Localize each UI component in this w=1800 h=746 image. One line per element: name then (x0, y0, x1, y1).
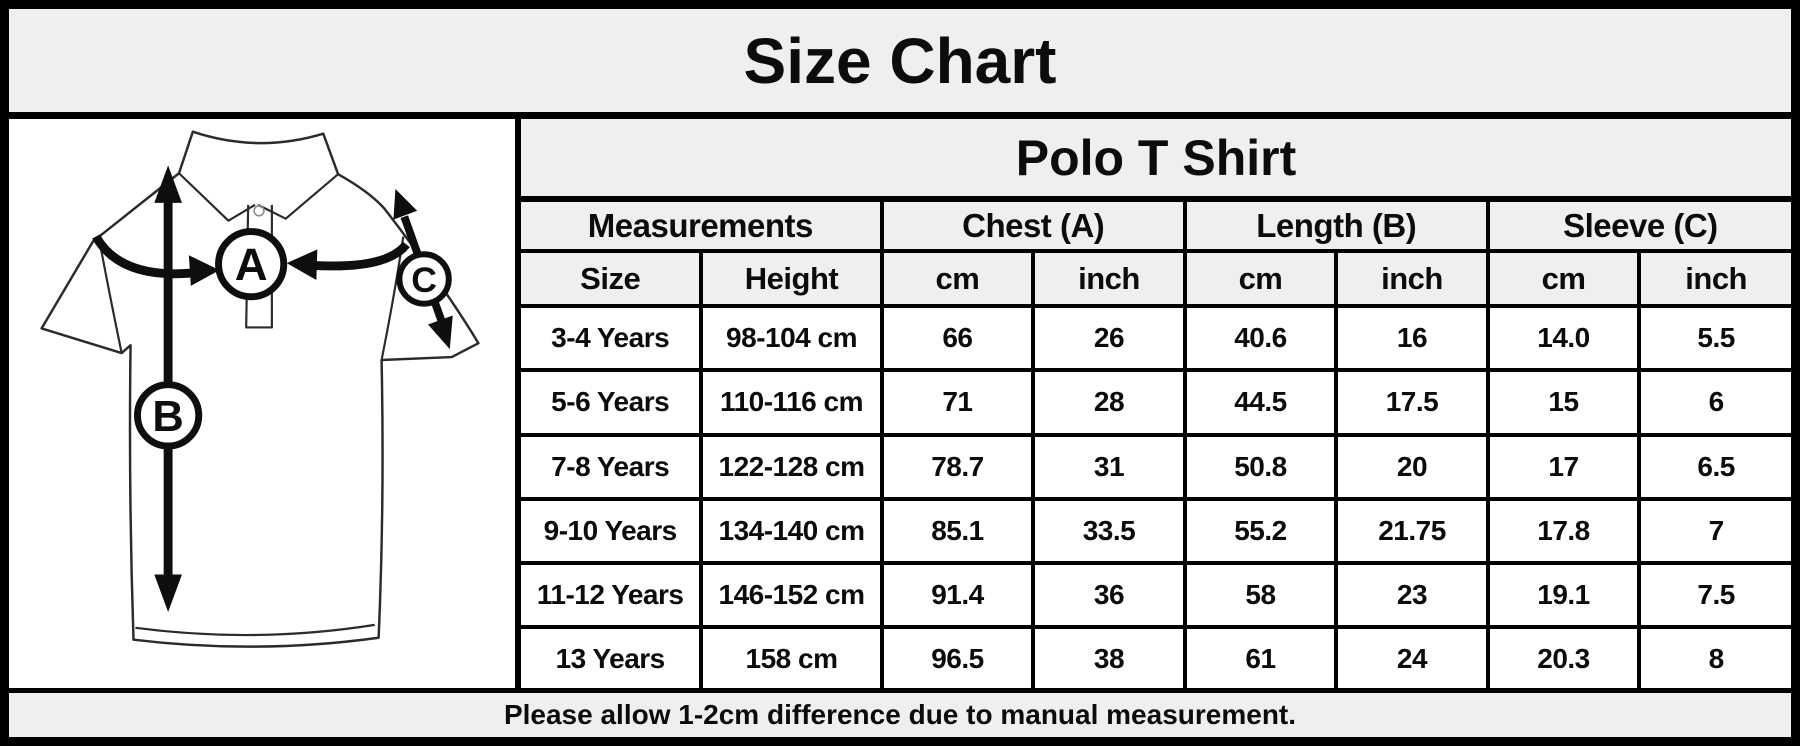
chest-arrowheads (188, 249, 318, 286)
cell-sleeve-inch: 7 (1637, 496, 1791, 566)
cell-sleeve-inch: 6 (1637, 368, 1791, 437)
header-sleeve-cm: cm (1485, 249, 1642, 308)
header-length: Length (B) (1182, 197, 1490, 253)
polo-shirt-illustration: A B C (9, 119, 521, 688)
sub-header-row: Size Height cm inch cm inch cm inch (521, 249, 1791, 308)
cell-size: 9-10 Years (521, 496, 704, 566)
cell-chest-inch: 36 (1031, 560, 1187, 630)
cell-length-inch: 24 (1334, 625, 1490, 688)
cell-chest-cm: 78.7 (879, 432, 1036, 501)
content: A B C Polo T Shirt (9, 119, 1791, 688)
cell-height: 110-116 cm (699, 368, 884, 437)
cell-chest-cm: 96.5 (879, 625, 1036, 688)
cell-chest-cm: 85.1 (879, 496, 1036, 566)
cell-size: 13 Years (521, 625, 704, 688)
table-row: 9-10 Years 134-140 cm 85.1 33.5 55.2 21.… (521, 496, 1791, 566)
cell-chest-cm: 71 (879, 368, 1036, 437)
footer-band: Please allow 1-2cm difference due to man… (9, 688, 1791, 737)
header-chest: Chest (A) (879, 197, 1187, 253)
cell-size: 7-8 Years (521, 432, 704, 501)
cell-sleeve-inch: 6.5 (1637, 432, 1791, 501)
cell-size: 3-4 Years (521, 303, 704, 373)
cell-length-cm: 58 (1182, 560, 1339, 630)
cell-length-inch: 16 (1334, 303, 1490, 373)
cell-sleeve-cm: 14.0 (1485, 303, 1642, 373)
header-size: Size (521, 249, 704, 308)
cell-size: 5-6 Years (521, 368, 704, 437)
size-table-area: Polo T Shirt Measurements Chest (A) Leng… (521, 119, 1791, 688)
polo-shirt-diagram: A B C (40, 130, 480, 648)
footer-note: Please allow 1-2cm difference due to man… (503, 699, 1297, 730)
cell-chest-inch: 33.5 (1031, 496, 1187, 566)
size-table: Polo T Shirt Measurements Chest (A) Leng… (521, 119, 1791, 688)
sleeve-label: C (411, 260, 437, 300)
table-row: 13 Years 158 cm 96.5 38 61 24 20.3 8 (521, 625, 1791, 688)
table-row: 11-12 Years 146-152 cm 91.4 36 58 23 19.… (521, 560, 1791, 630)
cell-length-cm: 50.8 (1182, 432, 1339, 501)
page-title: Size Chart (743, 24, 1057, 97)
length-label-circle (134, 381, 203, 450)
header-sleeve: Sleeve (C) (1485, 197, 1791, 253)
chest-arrow (92, 234, 410, 279)
measure-letters: A B C (152, 239, 437, 441)
cell-chest-inch: 28 (1031, 368, 1187, 437)
header-measurements: Measurements (521, 197, 884, 253)
cell-chest-inch: 31 (1031, 432, 1187, 501)
cell-size: 11-12 Years (521, 560, 704, 630)
cell-sleeve-cm: 17 (1485, 432, 1642, 501)
product-title: Polo T Shirt (521, 119, 1791, 202)
measure-label-circles (134, 228, 452, 450)
header-height: Height (699, 249, 884, 308)
cell-height: 134-140 cm (699, 496, 884, 566)
cell-sleeve-inch: 5.5 (1637, 303, 1791, 373)
sleeve-label-circle (396, 251, 452, 307)
cell-sleeve-inch: 8 (1637, 625, 1791, 688)
cell-chest-inch: 26 (1031, 303, 1187, 373)
table-row: 3-4 Years 98-104 cm 66 26 40.6 16 14.0 5… (521, 303, 1791, 373)
title-band: Size Chart (9, 9, 1791, 119)
header-chest-inch: inch (1031, 249, 1187, 308)
chest-label-circle (215, 228, 288, 301)
cell-length-inch: 23 (1334, 560, 1490, 630)
product-header-row: Polo T Shirt (521, 119, 1791, 202)
group-header-row: Measurements Chest (A) Length (B) Sleeve… (521, 197, 1791, 253)
cell-chest-cm: 66 (879, 303, 1036, 373)
cell-chest-cm: 91.4 (879, 560, 1036, 630)
cell-sleeve-cm: 19.1 (1485, 560, 1642, 630)
cell-sleeve-inch: 7.5 (1637, 560, 1791, 630)
header-chest-cm: cm (879, 249, 1036, 308)
cell-length-cm: 44.5 (1182, 368, 1339, 437)
cell-length-inch: 17.5 (1334, 368, 1490, 437)
cell-sleeve-cm: 20.3 (1485, 625, 1642, 688)
header-sleeve-inch: inch (1637, 249, 1791, 308)
cell-height: 122-128 cm (699, 432, 884, 501)
cell-sleeve-cm: 17.8 (1485, 496, 1642, 566)
length-label: B (152, 393, 183, 441)
cell-length-cm: 55.2 (1182, 496, 1339, 566)
cell-chest-inch: 38 (1031, 625, 1187, 688)
cell-length-cm: 61 (1182, 625, 1339, 688)
cell-length-inch: 20 (1334, 432, 1490, 501)
cell-length-cm: 40.6 (1182, 303, 1339, 373)
table-row: 7-8 Years 122-128 cm 78.7 31 50.8 20 17 … (521, 432, 1791, 501)
table-row: 5-6 Years 110-116 cm 71 28 44.5 17.5 15 … (521, 368, 1791, 437)
cell-height: 158 cm (699, 625, 884, 688)
header-length-cm: cm (1182, 249, 1339, 308)
cell-length-inch: 21.75 (1334, 496, 1490, 566)
cell-sleeve-cm: 15 (1485, 368, 1642, 437)
chest-label: A (235, 239, 268, 290)
cell-height: 146-152 cm (699, 560, 884, 630)
header-length-inch: inch (1334, 249, 1490, 308)
cell-height: 98-104 cm (699, 303, 884, 373)
